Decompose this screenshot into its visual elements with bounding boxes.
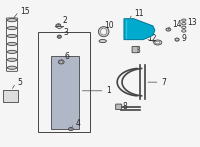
FancyBboxPatch shape <box>132 46 138 53</box>
Ellipse shape <box>56 24 61 26</box>
Text: 12: 12 <box>147 34 157 43</box>
FancyBboxPatch shape <box>3 90 18 102</box>
Ellipse shape <box>7 34 17 38</box>
Text: 9: 9 <box>182 34 187 43</box>
Polygon shape <box>124 19 155 40</box>
Text: 4: 4 <box>76 119 81 128</box>
Ellipse shape <box>154 40 162 45</box>
Ellipse shape <box>98 27 109 37</box>
Ellipse shape <box>58 36 60 37</box>
Ellipse shape <box>68 127 73 131</box>
Text: 6: 6 <box>64 52 69 61</box>
Text: 3: 3 <box>63 28 68 37</box>
Text: 8: 8 <box>122 102 127 111</box>
Text: 2: 2 <box>62 16 67 25</box>
Ellipse shape <box>176 39 178 40</box>
Text: 8: 8 <box>136 46 140 55</box>
Ellipse shape <box>7 58 17 61</box>
Ellipse shape <box>7 66 17 69</box>
Ellipse shape <box>57 35 61 38</box>
Ellipse shape <box>175 38 179 41</box>
Text: 5: 5 <box>18 78 23 87</box>
Ellipse shape <box>7 50 17 54</box>
FancyBboxPatch shape <box>51 56 79 129</box>
Ellipse shape <box>7 42 17 46</box>
Ellipse shape <box>7 26 17 30</box>
Ellipse shape <box>58 60 64 64</box>
Text: 13: 13 <box>188 18 197 27</box>
Text: 15: 15 <box>21 7 30 16</box>
Ellipse shape <box>101 28 107 35</box>
Text: 7: 7 <box>162 78 166 87</box>
Text: 14: 14 <box>172 20 182 29</box>
Ellipse shape <box>99 39 106 43</box>
Text: 11: 11 <box>135 9 144 18</box>
Ellipse shape <box>70 128 72 130</box>
FancyBboxPatch shape <box>116 104 122 110</box>
Text: 1: 1 <box>107 86 111 95</box>
Ellipse shape <box>166 28 171 31</box>
Ellipse shape <box>156 41 160 44</box>
Text: 10: 10 <box>104 21 114 30</box>
Ellipse shape <box>7 19 17 22</box>
Ellipse shape <box>60 61 63 63</box>
